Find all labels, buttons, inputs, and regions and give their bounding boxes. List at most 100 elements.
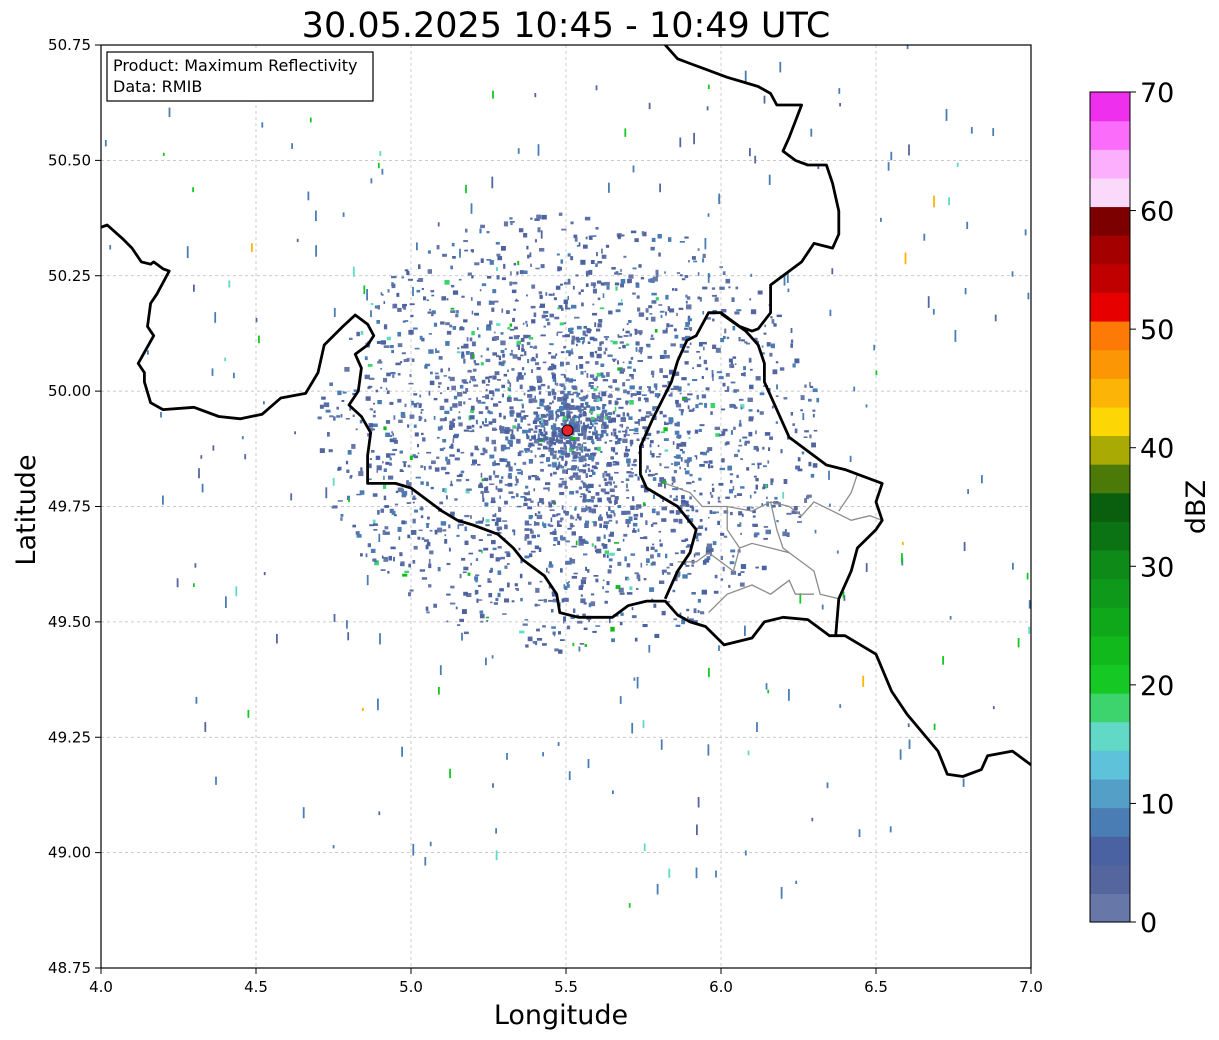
echo-pixel (646, 563, 648, 566)
echo-pixel (793, 506, 798, 511)
echo-pixel (512, 281, 518, 285)
echo-pixel (563, 322, 566, 325)
echo-pixel (675, 403, 682, 408)
echo-pixel (508, 336, 513, 340)
echo-pixel (801, 451, 805, 455)
echo-pixel (514, 583, 518, 587)
echo-pixel (658, 393, 661, 397)
echo-pixel (676, 436, 682, 438)
echo-pixel (692, 407, 695, 411)
echo-pixel (461, 354, 465, 359)
echo-pixel (534, 522, 540, 526)
echo-pixel (583, 434, 587, 440)
echo-pixel (629, 439, 634, 445)
echo-pixel (418, 403, 422, 408)
echo-pixel (585, 270, 589, 275)
echo-pixel (589, 426, 592, 430)
echo-pixel (515, 476, 517, 481)
echo-pixel (471, 310, 474, 315)
echo-pixel (585, 566, 587, 571)
echo-pixel (588, 431, 591, 433)
echo-pixel (517, 452, 522, 457)
echo-pixel (431, 460, 436, 465)
echo-pixel (395, 362, 401, 366)
echo-pixel (569, 441, 573, 446)
echo-pixel (538, 229, 540, 233)
regional-border-line (664, 482, 883, 521)
echo-pixel (529, 252, 532, 258)
echo-pixel (615, 271, 619, 273)
echo-pixel (429, 550, 434, 555)
echo-pixel (614, 500, 617, 505)
echo-pixel (483, 547, 489, 551)
echo-pixel (548, 440, 554, 445)
echo-pixel (673, 470, 677, 474)
echo-pixel (630, 357, 634, 360)
echo-pixel (580, 598, 586, 604)
echo-pixel (581, 577, 587, 580)
echo-pixel (201, 483, 204, 493)
echo-pixel (337, 390, 342, 396)
national-border-line (639, 45, 841, 600)
echo-pixel (562, 483, 566, 486)
echo-pixel (549, 444, 551, 448)
echo-pixel (496, 275, 500, 280)
echo-pixel (333, 307, 336, 317)
info-box-frame (106, 51, 374, 102)
echo-pixel (626, 497, 630, 499)
echo-pixel (750, 309, 757, 315)
echo-pixel (491, 519, 496, 522)
echo-pixel (464, 249, 468, 252)
echo-pixel (496, 517, 502, 522)
echo-pixel (572, 391, 578, 394)
echo-pixel (296, 238, 299, 242)
echo-pixel (684, 561, 687, 565)
echo-pixel (529, 528, 533, 532)
echo-pixel (420, 515, 424, 519)
echo-pixel (583, 627, 588, 630)
echo-pixel (635, 282, 639, 285)
echo-pixel (561, 390, 564, 393)
echo-pixel (408, 329, 414, 335)
echo-pixel (657, 444, 660, 447)
echo-pixel (571, 545, 577, 548)
echo-pixel (504, 348, 507, 350)
echo-pixel (553, 364, 557, 370)
echo-pixel (567, 391, 571, 395)
echo-pixel (497, 546, 502, 549)
echo-pixel (587, 484, 591, 488)
echo-pixel (581, 396, 585, 400)
echo-pixel (594, 467, 598, 470)
echo-pixel (538, 291, 543, 295)
echo-pixel (500, 430, 505, 433)
radar-site-marker[interactable] (561, 424, 574, 437)
echo-pixel (659, 580, 665, 584)
echo-pixel (460, 470, 465, 474)
echo-pixel (702, 286, 708, 290)
echo-pixel (460, 451, 465, 454)
echo-pixel (963, 541, 966, 551)
echo-pixel (382, 461, 384, 464)
echo-pixel (520, 417, 523, 423)
echo-pixel (403, 306, 406, 310)
echo-pixel (520, 374, 522, 379)
echo-pixel (594, 422, 598, 425)
echo-pixel (573, 424, 579, 428)
echo-pixel (411, 400, 414, 406)
echo-pixel (576, 245, 579, 247)
echo-pixel (601, 391, 607, 397)
echo-pixel (712, 511, 716, 514)
echo-pixel (612, 340, 618, 345)
echo-pixel (523, 270, 528, 274)
echo-pixel (734, 389, 740, 392)
echo-pixel (573, 572, 578, 575)
echo-pixel (475, 419, 478, 425)
echo-pixel (583, 483, 587, 488)
echo-pixel (625, 478, 630, 481)
echo-pixel (402, 320, 406, 323)
echo-pixel (645, 343, 649, 346)
echo-pixel (583, 406, 587, 410)
echo-pixel (749, 298, 752, 301)
